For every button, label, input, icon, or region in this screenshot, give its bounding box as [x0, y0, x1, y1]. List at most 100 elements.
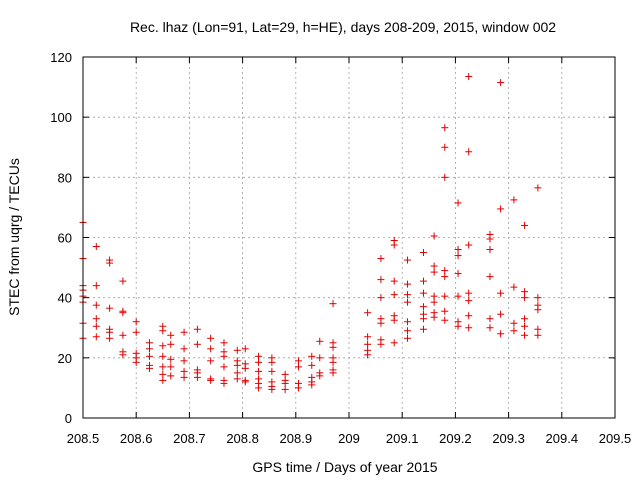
data-point	[316, 372, 324, 380]
data-point	[521, 322, 529, 330]
data-point	[364, 333, 372, 341]
data-point	[454, 252, 462, 260]
data-point	[167, 340, 175, 348]
data-point	[377, 294, 385, 302]
data-point	[119, 351, 127, 359]
data-point	[146, 345, 153, 353]
data-point	[404, 256, 412, 264]
data-point	[430, 268, 438, 276]
data-point	[220, 363, 228, 371]
data-point	[132, 318, 140, 326]
data-point	[255, 384, 263, 392]
data-point	[419, 289, 427, 297]
data-point	[510, 319, 518, 327]
data-point	[119, 309, 127, 317]
data-point	[441, 267, 449, 275]
data-point	[521, 331, 529, 339]
y-tick-label: 120	[50, 50, 72, 65]
data-point	[419, 249, 427, 257]
data-point	[454, 246, 462, 254]
data-point	[180, 373, 188, 381]
x-tick-labels: 208.5 208.6 208.7 208.8 208.9 209 209.1 209.2 20…	[67, 431, 632, 446]
x-tick-label: 208.9	[280, 431, 313, 446]
data-point	[419, 277, 427, 285]
data-point	[521, 315, 529, 323]
data-point	[119, 277, 127, 285]
y-tick-label: 60	[58, 231, 72, 246]
data-point	[132, 358, 140, 366]
data-point	[521, 288, 529, 296]
data-point	[241, 378, 249, 386]
data-point	[430, 313, 438, 321]
y-axis-label: STEC from uqrg / TECUs	[6, 158, 22, 316]
data-point	[180, 328, 188, 336]
data-point	[207, 376, 215, 384]
data-point	[193, 340, 201, 348]
data-point	[159, 370, 167, 378]
data-point	[430, 262, 438, 270]
data-point	[167, 331, 175, 339]
data-point	[92, 322, 100, 330]
data-point	[193, 373, 201, 381]
data-point	[92, 333, 100, 341]
data-point	[159, 352, 167, 360]
data-point	[454, 270, 462, 278]
y-tick-labels: 0 20 40 60 80 100 120	[50, 50, 72, 426]
data-point	[454, 199, 462, 207]
data-point	[390, 277, 398, 285]
data-point	[207, 345, 215, 353]
data-point	[377, 340, 385, 348]
data-point	[180, 357, 188, 365]
data-point	[146, 352, 153, 360]
data-point	[430, 232, 438, 240]
data-point	[486, 273, 494, 281]
axis-ticks	[82, 56, 616, 419]
data-point	[441, 124, 449, 132]
data-point	[534, 331, 542, 339]
data-point	[364, 351, 372, 359]
data-point	[92, 315, 100, 323]
data-point	[465, 289, 473, 297]
data-point	[268, 385, 276, 393]
data-point	[92, 243, 100, 251]
data-point	[233, 361, 241, 369]
data-point	[294, 384, 302, 392]
data-point	[404, 280, 412, 288]
data-point	[390, 316, 398, 324]
data-point	[486, 324, 494, 332]
data-point	[510, 196, 518, 204]
data-point	[377, 255, 385, 263]
data-point	[92, 301, 100, 309]
data-point	[308, 361, 316, 369]
data-point	[329, 369, 337, 377]
data-point	[497, 310, 505, 318]
data-point	[329, 343, 337, 351]
data-point	[233, 369, 241, 377]
data-point	[233, 375, 241, 383]
data-point	[497, 330, 505, 338]
data-point	[510, 283, 518, 291]
data-point	[207, 334, 215, 342]
data-point	[106, 328, 114, 336]
data-point	[486, 246, 494, 254]
data-point	[534, 325, 542, 333]
data-point	[465, 148, 473, 156]
data-point	[316, 354, 324, 362]
data-point	[486, 315, 494, 323]
data-point	[441, 316, 449, 324]
data-point	[377, 319, 385, 327]
data-point	[220, 339, 228, 347]
x-tick-label: 208.6	[120, 431, 153, 446]
data-point	[364, 340, 372, 348]
data-point	[316, 337, 324, 345]
y-tick-label: 80	[58, 170, 72, 185]
data-point	[534, 294, 542, 302]
data-point	[167, 363, 175, 371]
data-point	[146, 339, 153, 347]
data-point	[404, 334, 412, 342]
data-point	[465, 73, 473, 81]
data-point	[241, 345, 249, 353]
data-point	[167, 372, 175, 380]
data-point	[281, 370, 289, 378]
